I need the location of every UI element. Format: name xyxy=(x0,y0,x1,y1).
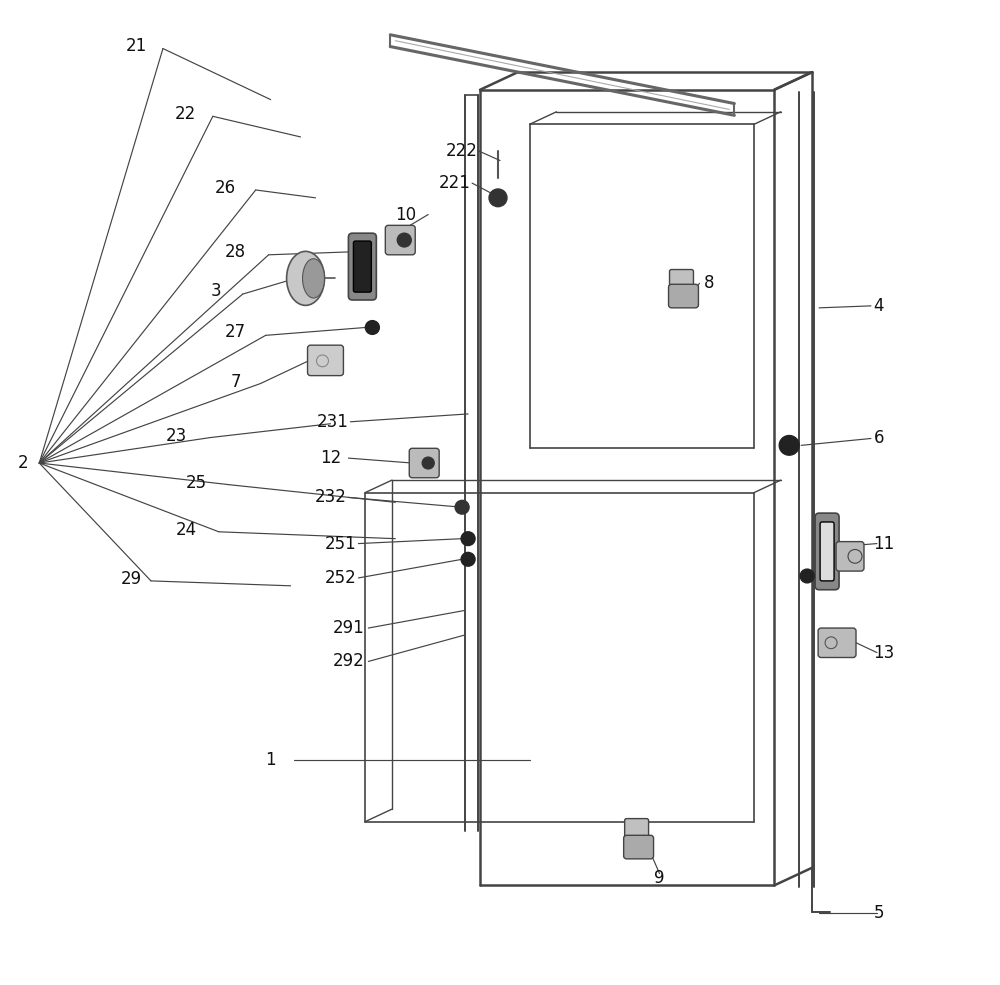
Circle shape xyxy=(455,500,469,514)
Text: 29: 29 xyxy=(120,570,142,588)
FancyBboxPatch shape xyxy=(353,241,371,293)
Circle shape xyxy=(779,435,799,455)
Text: 11: 11 xyxy=(873,535,895,553)
FancyBboxPatch shape xyxy=(625,819,649,838)
Text: 28: 28 xyxy=(225,243,246,261)
Text: 3: 3 xyxy=(210,282,221,300)
Text: 10: 10 xyxy=(395,206,416,224)
Text: 13: 13 xyxy=(873,643,895,662)
Text: 2: 2 xyxy=(18,454,29,472)
Text: 292: 292 xyxy=(333,652,364,671)
Text: 25: 25 xyxy=(185,474,206,492)
Text: 23: 23 xyxy=(165,427,187,444)
Circle shape xyxy=(365,320,379,334)
FancyBboxPatch shape xyxy=(308,345,343,375)
Text: 26: 26 xyxy=(215,179,236,197)
Text: 231: 231 xyxy=(317,413,348,430)
Ellipse shape xyxy=(303,259,324,298)
FancyBboxPatch shape xyxy=(624,835,654,859)
Text: 221: 221 xyxy=(439,174,471,192)
Circle shape xyxy=(397,233,411,247)
Text: 4: 4 xyxy=(874,296,884,315)
Text: 251: 251 xyxy=(325,535,356,553)
Text: 5: 5 xyxy=(874,904,884,922)
Text: 7: 7 xyxy=(230,372,241,390)
FancyBboxPatch shape xyxy=(820,522,834,581)
Text: 252: 252 xyxy=(325,569,356,587)
Text: 12: 12 xyxy=(320,449,341,467)
FancyBboxPatch shape xyxy=(815,513,839,590)
Text: 9: 9 xyxy=(654,869,665,886)
Text: 27: 27 xyxy=(225,323,246,342)
Text: 22: 22 xyxy=(175,105,196,123)
Text: 8: 8 xyxy=(704,274,715,293)
Circle shape xyxy=(461,553,475,566)
Circle shape xyxy=(461,532,475,546)
FancyBboxPatch shape xyxy=(818,628,856,658)
Circle shape xyxy=(422,457,434,469)
FancyBboxPatch shape xyxy=(669,285,698,308)
FancyBboxPatch shape xyxy=(385,226,415,255)
Text: 6: 6 xyxy=(874,429,884,447)
Text: 21: 21 xyxy=(125,36,147,54)
Text: 232: 232 xyxy=(315,489,346,506)
Text: 291: 291 xyxy=(333,619,364,637)
Text: 1: 1 xyxy=(265,751,276,768)
FancyBboxPatch shape xyxy=(836,542,864,571)
FancyBboxPatch shape xyxy=(670,270,693,290)
Text: 24: 24 xyxy=(175,521,196,539)
Text: 222: 222 xyxy=(446,142,478,160)
Circle shape xyxy=(800,569,814,583)
FancyBboxPatch shape xyxy=(409,448,439,478)
FancyBboxPatch shape xyxy=(348,233,376,300)
Circle shape xyxy=(489,189,507,207)
Ellipse shape xyxy=(287,251,324,305)
